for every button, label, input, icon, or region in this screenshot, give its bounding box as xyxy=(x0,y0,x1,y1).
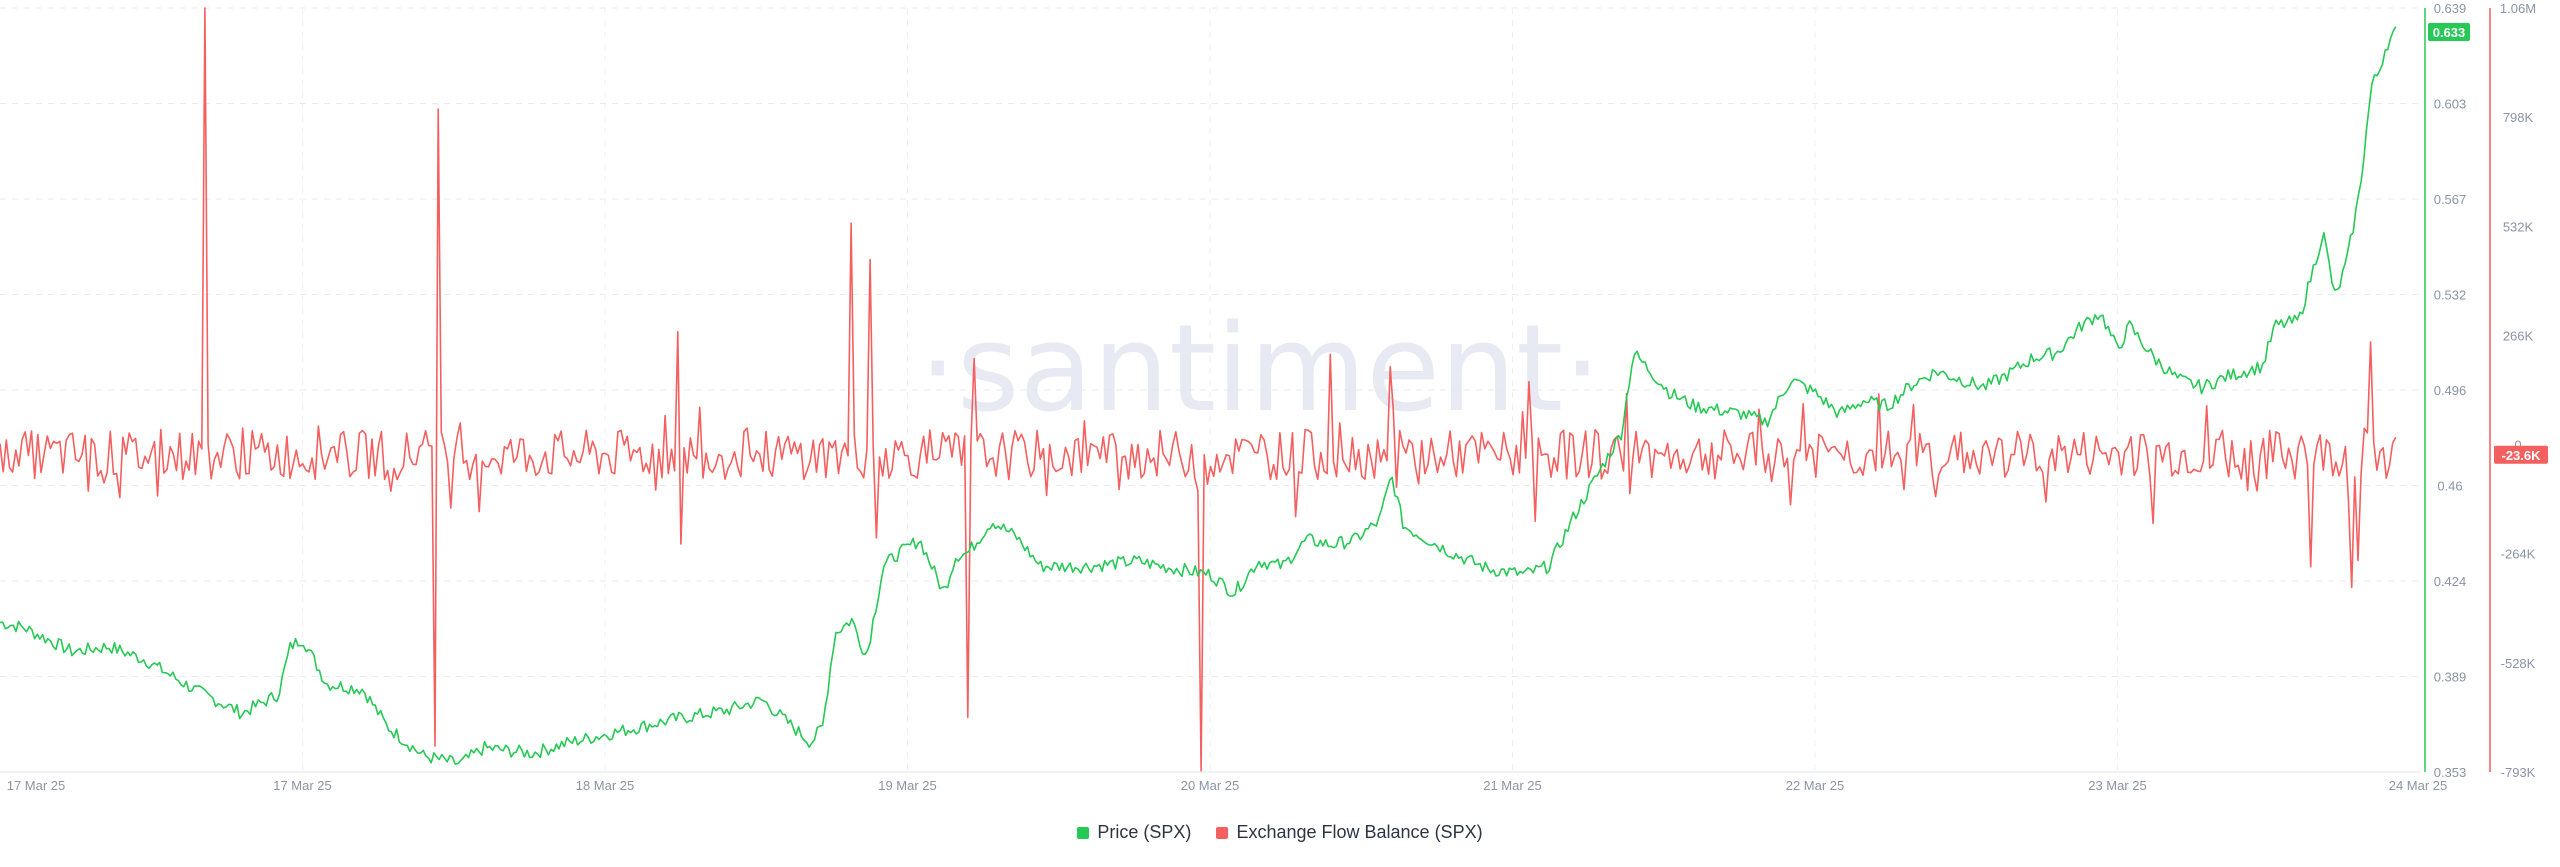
last-value-badges: 0.633 -23.6K xyxy=(2428,23,2548,464)
x-tick-label: 22 Mar 25 xyxy=(1786,778,1845,793)
price-last-badge xyxy=(2428,23,2470,42)
y-right-tick-label: 532K xyxy=(2503,219,2534,234)
y-right-tick-label: -793K xyxy=(2501,765,2536,780)
flow-last-value: -23.6K xyxy=(2501,448,2541,463)
legend-item-price[interactable]: Price (SPX) xyxy=(1077,822,1191,843)
price-series xyxy=(0,26,2397,765)
y-right-tick-label: 798K xyxy=(2503,110,2534,125)
santiment-watermark: ·santiment· xyxy=(919,300,1602,439)
y-right-tick-label: -264K xyxy=(2501,547,2536,562)
date-axis: 17 Mar 25 17 Mar 25 18 Mar 25 19 Mar 25 20 M… xyxy=(0,771,2448,793)
x-tick-label: 21 Mar 25 xyxy=(1483,778,1542,793)
price-line xyxy=(0,26,2397,765)
x-tick-label: 23 Mar 25 xyxy=(2088,778,2147,793)
y-left-tick-label: 0.424 xyxy=(2434,574,2467,589)
y-left-tick-label: 0.639 xyxy=(2434,1,2467,16)
y-right-tick-label: 266K xyxy=(2503,328,2534,343)
x-tick-label: 24 Mar 25 xyxy=(2389,778,2448,793)
y-right-tick-label: 1.06M xyxy=(2500,1,2536,16)
y-left-tick-label: 0.496 xyxy=(2434,383,2467,398)
y-left-tick-label: 0.389 xyxy=(2434,670,2467,685)
y-left-tick-label: 0.46 xyxy=(2437,479,2462,494)
grid-lines xyxy=(0,7,2420,773)
flow-swatch xyxy=(1216,826,1229,839)
legend: Price (SPX) Exchange Flow Balance (SPX) xyxy=(0,822,2560,844)
y-left-tick-label: 0.353 xyxy=(2434,765,2467,780)
flow-balance-axis: 1.06M 798K 532K 266K 0 -264K -528K -793K xyxy=(2489,1,2536,780)
y-right-tick-label: -528K xyxy=(2501,656,2536,671)
flow-last-badge xyxy=(2494,445,2548,464)
flow-balance-line xyxy=(0,7,2397,772)
y-left-tick-label: 0.567 xyxy=(2434,192,2467,207)
y-left-tick-label: 0.603 xyxy=(2434,97,2467,112)
legend-item-flow[interactable]: Exchange Flow Balance (SPX) xyxy=(1216,822,1483,843)
x-tick-label: 18 Mar 25 xyxy=(576,778,635,793)
x-tick-label: 17 Mar 25 xyxy=(7,778,66,793)
x-tick-label: 20 Mar 25 xyxy=(1181,778,1240,793)
x-tick-label: 19 Mar 25 xyxy=(878,778,937,793)
legend-label-flow: Exchange Flow Balance (SPX) xyxy=(1236,822,1483,842)
price-axis: 0.639 0.603 0.567 0.532 0.496 0.46 0.424 0.389 0… xyxy=(2424,1,2467,780)
exchange-flow-balance-series xyxy=(0,7,2397,772)
legend-label-price: Price (SPX) xyxy=(1097,822,1192,842)
y-right-tick-label: 0 xyxy=(2514,438,2521,453)
x-tick-label: 17 Mar 25 xyxy=(273,778,332,793)
price-swatch xyxy=(1077,826,1090,839)
price-last-value: 0.633 xyxy=(2433,25,2466,40)
y-left-tick-label: 0.532 xyxy=(2434,288,2467,303)
